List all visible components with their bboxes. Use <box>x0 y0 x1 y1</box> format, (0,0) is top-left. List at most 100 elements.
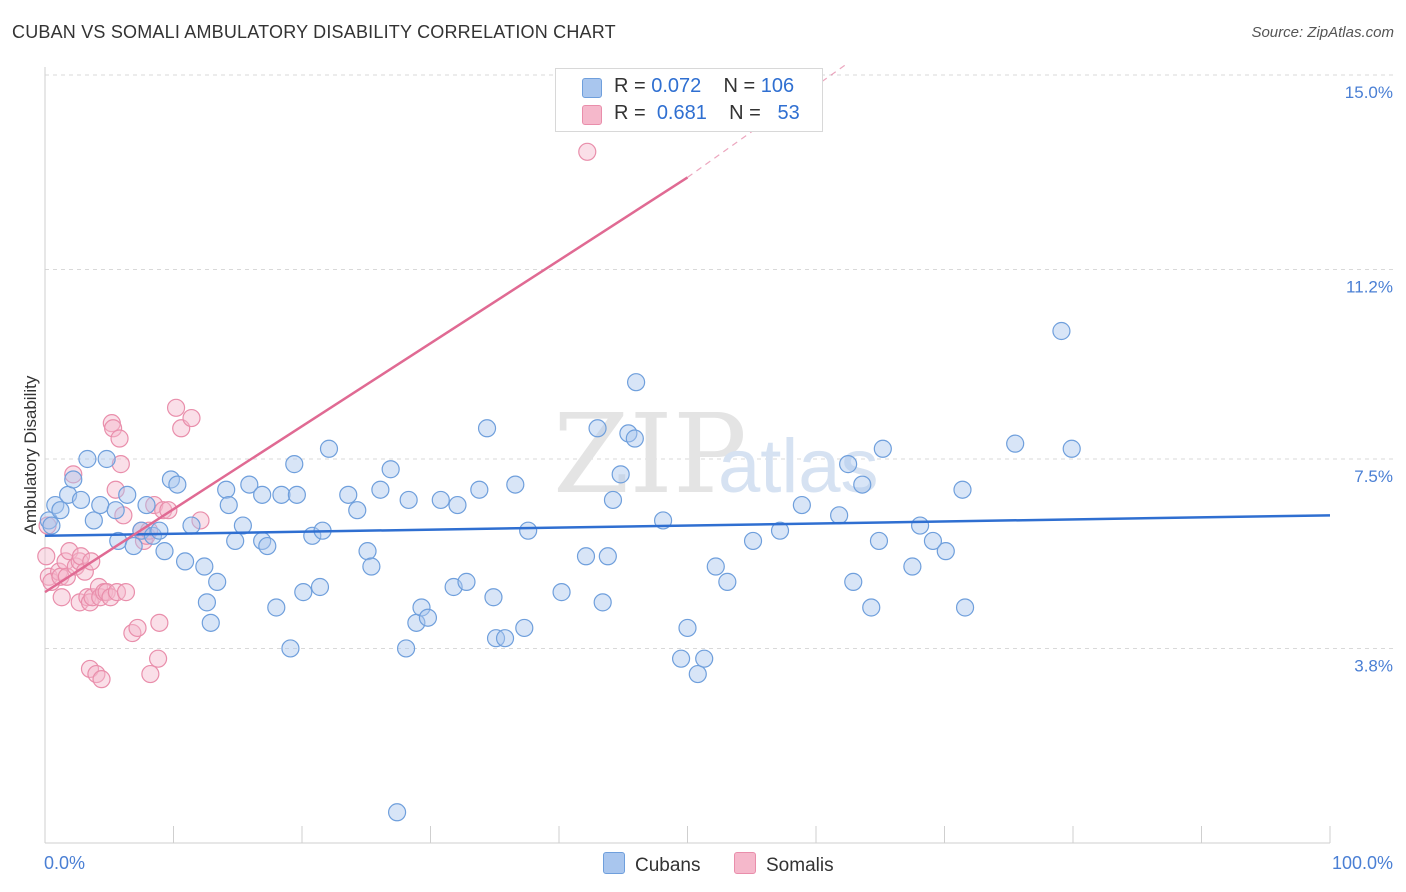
cuban-point <box>869 531 889 551</box>
cuban-point <box>953 480 972 499</box>
cuban-point <box>678 618 697 638</box>
cuban-point <box>219 495 238 515</box>
cuban-point <box>593 593 612 612</box>
bottom-legend-somalis: Somalis <box>734 852 834 877</box>
somali-point <box>191 511 210 530</box>
legend-row-somalis: R = 0.681 N = 53 <box>582 102 800 194</box>
cuban-point <box>830 506 849 525</box>
cubans-legend-swatch <box>603 852 625 874</box>
cuban-point <box>362 557 381 576</box>
cuban-point <box>39 511 58 530</box>
cuban-point <box>603 490 623 510</box>
cuban-point <box>217 480 236 499</box>
cuban-point <box>396 639 416 658</box>
cuban-point <box>150 521 169 540</box>
somali-point <box>83 588 102 607</box>
cuban-point <box>137 495 156 515</box>
cuban-point <box>195 557 214 576</box>
cuban-point <box>71 490 91 510</box>
y-tick-labels: 3.8% 7.5% 11.2% 15.0% <box>1345 83 1393 675</box>
cuban-point <box>1052 321 1071 341</box>
cuban-point <box>853 475 872 494</box>
cuban-point <box>197 593 217 612</box>
cuban-point <box>272 485 291 504</box>
cuban-point <box>358 542 377 561</box>
somali-points <box>37 142 597 689</box>
cuban-point <box>431 490 450 510</box>
legend-n-value-cubans: 106 <box>760 75 795 97</box>
somali-point <box>87 664 106 684</box>
cuban-point <box>625 429 644 448</box>
cuban-point <box>118 485 137 504</box>
cuban-point <box>706 557 725 576</box>
cuban-point <box>387 803 407 822</box>
y-tick-label: 7.5% <box>1354 467 1393 486</box>
grid-lines <box>45 74 1393 649</box>
axes <box>44 67 1331 844</box>
somali-point <box>64 465 83 484</box>
cuban-points <box>39 321 1081 822</box>
cuban-point <box>1062 439 1081 458</box>
cuban-point <box>506 475 525 494</box>
cuban-point <box>287 485 306 504</box>
cuban-point <box>457 572 476 591</box>
cuban-point <box>626 373 646 392</box>
cuban-point <box>448 495 467 515</box>
cuban-point <box>46 495 65 515</box>
somalis-trend-line <box>44 176 689 594</box>
cuban-point <box>484 588 503 607</box>
cubans-swatch <box>582 78 602 98</box>
legend-row-cubans: R = 0.072 N = 106 <box>582 75 794 167</box>
cuban-point <box>688 664 707 684</box>
somali-point <box>123 623 142 643</box>
y-tick-label: 15.0% <box>1345 83 1393 102</box>
cuban-point <box>611 465 630 484</box>
cuban-point <box>208 572 227 591</box>
cuban-point <box>770 521 790 540</box>
cuban-point <box>671 649 691 668</box>
somali-point <box>80 593 100 612</box>
somali-point <box>78 588 97 607</box>
cuban-point <box>285 455 304 474</box>
chart-title: CUBAN VS SOMALI AMBULATORY DISABILITY CO… <box>12 22 616 42</box>
cuban-point <box>64 470 83 489</box>
somali-point <box>106 480 125 499</box>
cuban-point <box>862 598 881 617</box>
legend-n-value-somalis: 53 <box>777 102 800 124</box>
somali-point <box>111 455 130 474</box>
cuban-point <box>124 536 143 556</box>
somali-point <box>150 613 169 632</box>
cuban-point <box>576 547 596 566</box>
somali-point <box>145 495 164 515</box>
cuban-point <box>910 516 930 535</box>
cuban-point <box>253 485 272 504</box>
cuban-point <box>226 531 245 551</box>
cuban-point <box>399 490 418 510</box>
legend-n-label-somalis: N = <box>729 102 761 124</box>
somalis-swatch <box>582 105 602 125</box>
somali-point <box>578 142 597 161</box>
cuban-point <box>310 577 330 597</box>
cuban-point <box>42 516 61 535</box>
cuban-point <box>267 598 286 617</box>
cuban-point <box>91 495 110 515</box>
cuban-point <box>495 629 515 648</box>
cuban-point <box>519 521 538 540</box>
somali-point <box>141 664 160 684</box>
somali-point <box>104 419 123 438</box>
cuban-point <box>168 475 187 494</box>
somali-point <box>148 649 168 668</box>
cubans-legend-label: Cubans <box>635 855 701 876</box>
somalis-legend-swatch <box>734 852 756 874</box>
cuban-point <box>552 583 571 602</box>
cuban-point <box>588 419 607 438</box>
cuban-point <box>281 639 300 658</box>
cuban-point <box>515 618 534 638</box>
source-label: Source: ZipAtlas.com <box>1251 24 1394 41</box>
cuban-point <box>923 531 943 551</box>
somalis-legend-label: Somalis <box>766 855 834 876</box>
cuban-point <box>412 598 431 617</box>
cuban-point <box>78 449 97 469</box>
somali-point <box>128 618 147 638</box>
